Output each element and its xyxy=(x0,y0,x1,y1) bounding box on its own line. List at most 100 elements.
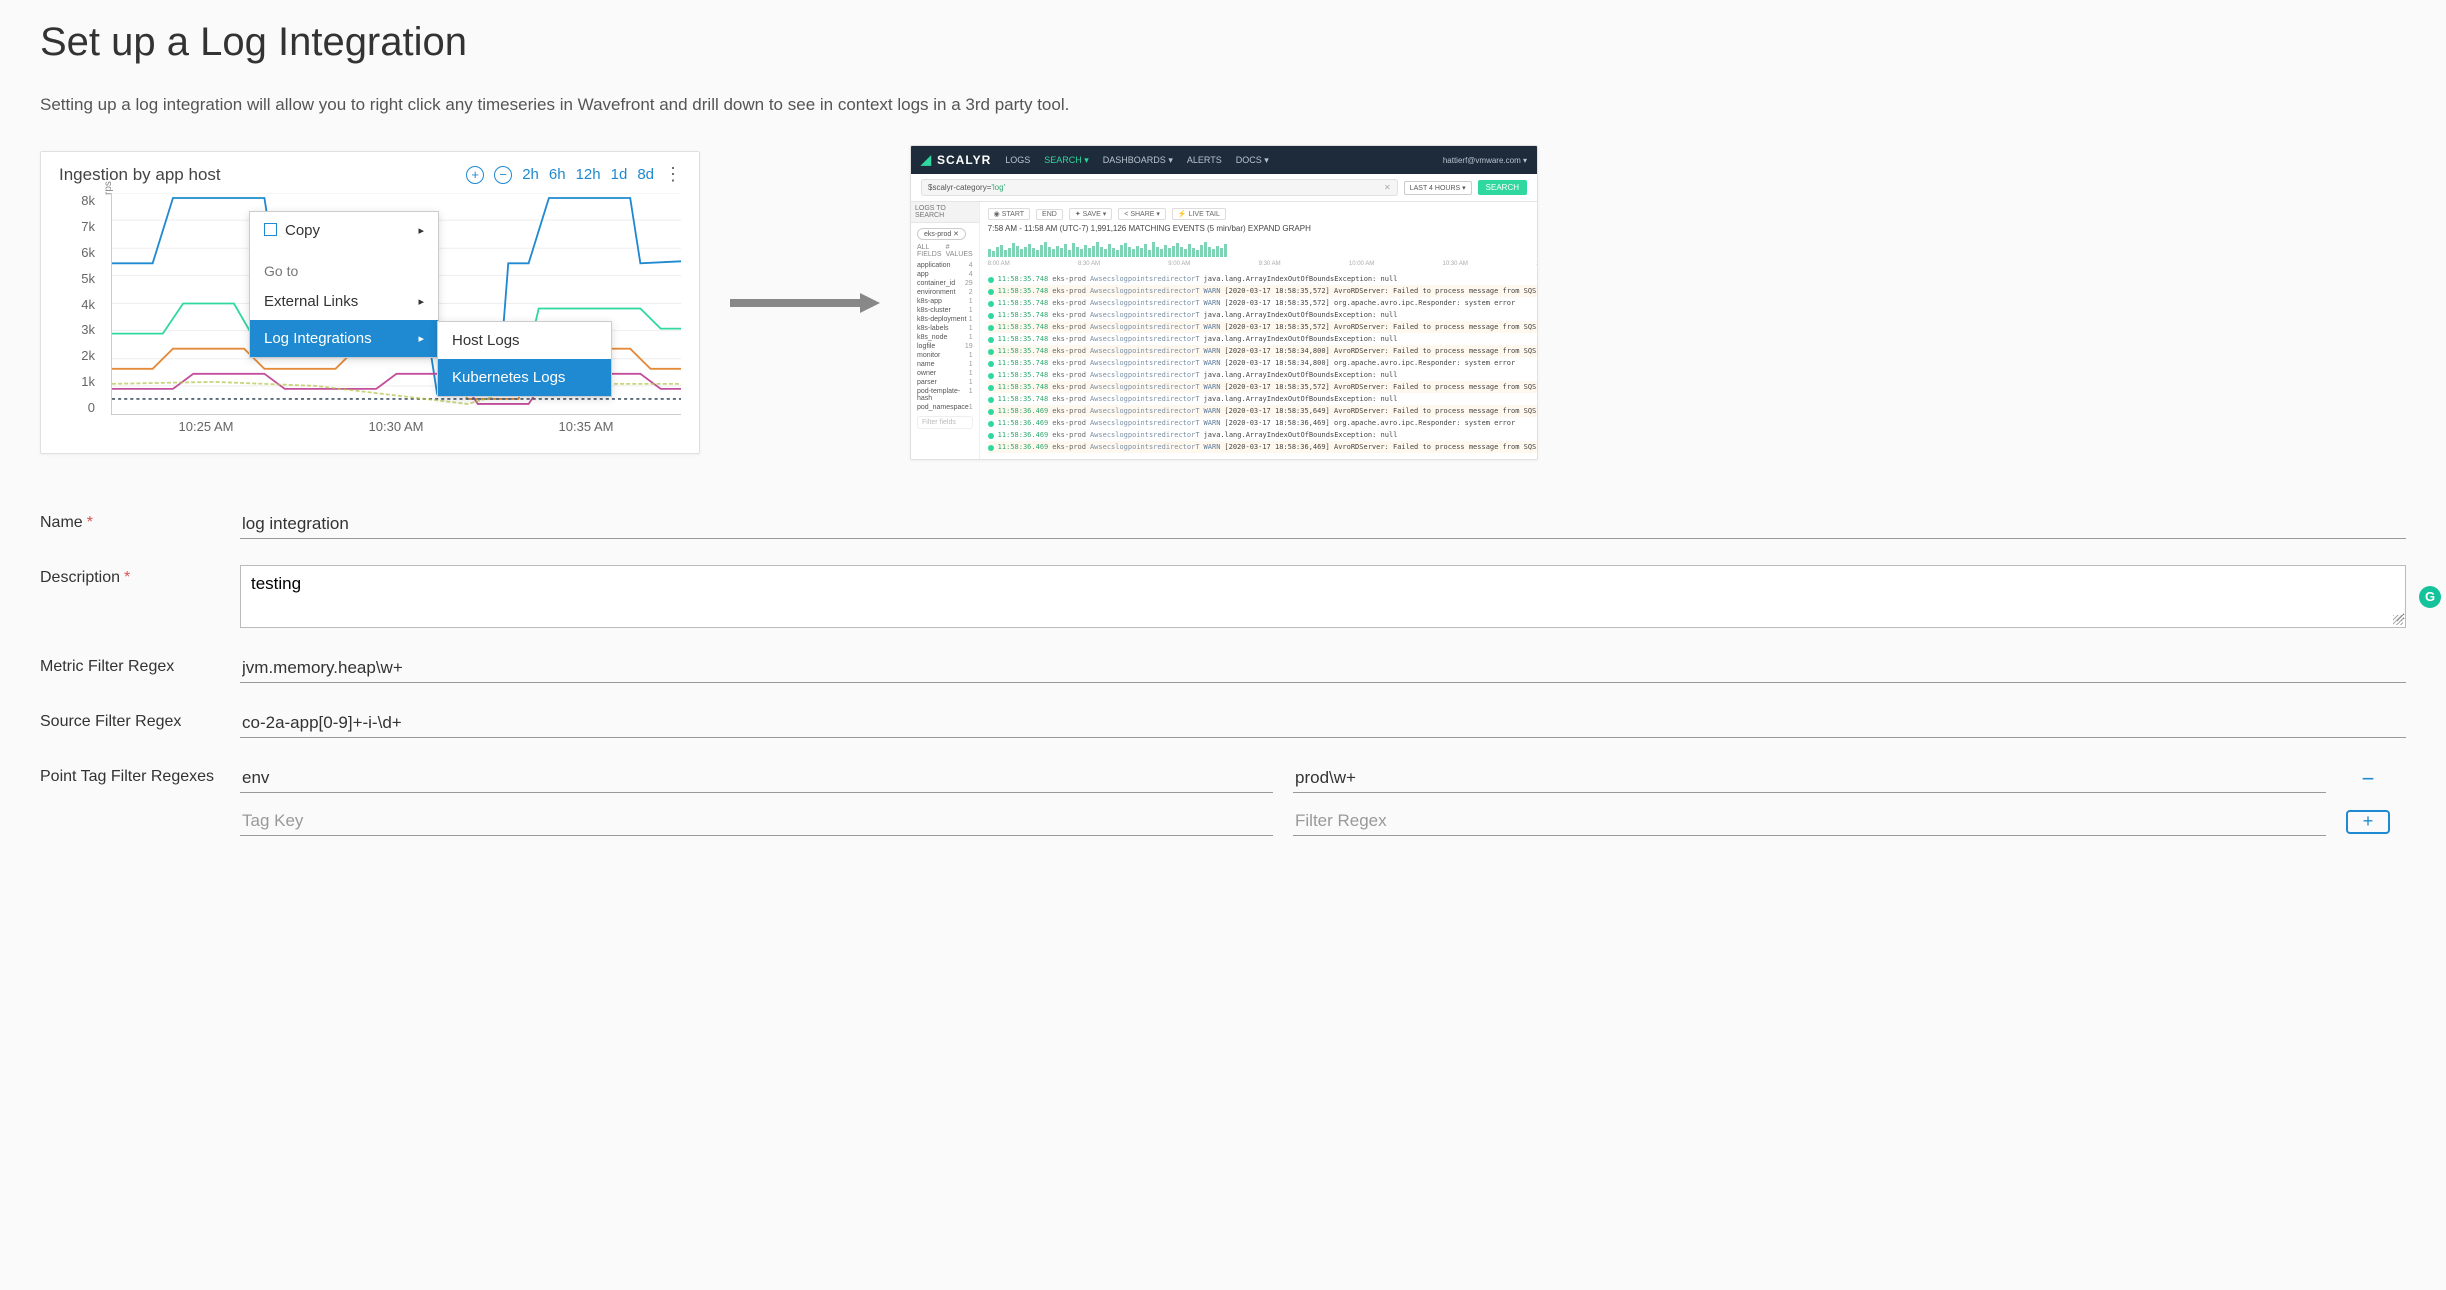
histogram-tick: 9:30 AM xyxy=(1259,261,1281,267)
remove-row-button[interactable]: − xyxy=(2346,767,2390,791)
ctx-host-logs[interactable]: Host Logs xyxy=(438,322,611,359)
scalyr-live-tail[interactable]: ⚡ LIVE TAIL xyxy=(1172,208,1226,220)
scalyr-field-row[interactable]: environment2 xyxy=(917,288,973,297)
tag-key-input-1[interactable] xyxy=(240,807,1273,836)
zoom-in-icon[interactable]: + xyxy=(466,166,484,184)
scalyr-log-row[interactable]: 11:58:36.469eks-prodAwsecslogpointsredir… xyxy=(988,417,1538,429)
scalyr-field-row[interactable]: application4 xyxy=(917,261,973,270)
histogram-bar xyxy=(1000,245,1003,257)
chart-more-icon[interactable]: ⋮ xyxy=(664,164,681,185)
histogram-bar xyxy=(1040,245,1043,257)
scalyr-main: LOGS TO SEARCH eks-prod ✕ ALL FIELDS# VA… xyxy=(911,202,1537,459)
chevron-right-icon: ▸ xyxy=(418,332,424,345)
scalyr-field-row[interactable]: k8s-deployment1 xyxy=(917,315,973,324)
status-dot-icon xyxy=(988,349,994,355)
range-1d[interactable]: 1d xyxy=(611,166,628,183)
metric-filter-input[interactable] xyxy=(240,654,2406,683)
ctx-external-links[interactable]: External Links ▸ xyxy=(250,283,438,320)
scalyr-log-row[interactable]: 11:58:35.748eks-prodAwsecslogpointsredir… xyxy=(988,381,1538,393)
scalyr-nav-dashboards[interactable]: DASHBOARDS ▾ xyxy=(1103,155,1173,166)
name-input[interactable] xyxy=(240,510,2406,539)
scalyr-log-row[interactable]: 11:58:36.469eks-prodAwsecslogpointsredir… xyxy=(988,441,1538,453)
histogram-bar xyxy=(1024,247,1027,257)
histogram-bar xyxy=(1160,249,1163,257)
add-row-button[interactable]: + xyxy=(2346,810,2390,834)
scalyr-log-row[interactable]: 11:58:35.748eks-prodAwsecslogpointsredir… xyxy=(988,393,1538,405)
scalyr-search-input[interactable]: $scalyr-category='log' ✕ xyxy=(921,179,1398,196)
histogram-bar xyxy=(992,251,995,257)
ctx-log-integrations[interactable]: Log Integrations ▸ xyxy=(250,320,438,357)
histogram-bar xyxy=(1172,246,1175,257)
scalyr-user[interactable]: hattierf@vmware.com ▾ xyxy=(1443,156,1527,165)
scalyr-field-row[interactable]: monitor1 xyxy=(917,351,973,360)
scalyr-time-range[interactable]: LAST 4 HOURS ▾ xyxy=(1404,181,1472,195)
ctx-kubernetes-logs[interactable]: Kubernetes Logs xyxy=(438,359,611,396)
range-12h[interactable]: 12h xyxy=(576,166,601,183)
scalyr-end[interactable]: END xyxy=(1036,209,1063,220)
histogram-tick: 8:30 AM xyxy=(1078,261,1100,267)
scalyr-log-row[interactable]: 11:58:35.748eks-prodAwsecslogpointsredir… xyxy=(988,285,1538,297)
scalyr-log-list: 11:58:35.748eks-prodAwsecslogpointsredir… xyxy=(988,273,1538,453)
scalyr-share[interactable]: < SHARE ▾ xyxy=(1118,208,1166,220)
grammarly-icon[interactable]: G xyxy=(2419,586,2441,608)
scalyr-search-row: $scalyr-category='log' ✕ LAST 4 HOURS ▾ … xyxy=(911,174,1537,202)
description-input[interactable]: testing xyxy=(241,566,2405,622)
range-2h[interactable]: 2h xyxy=(522,166,539,183)
ctx-goto-label: Go to xyxy=(250,249,438,283)
scalyr-log-row[interactable]: 11:58:35.748eks-prodAwsecslogpointsredir… xyxy=(988,297,1538,309)
status-dot-icon xyxy=(988,337,994,343)
scalyr-field-row[interactable]: parser1 xyxy=(917,378,973,387)
scalyr-log-row[interactable]: 11:58:36.469eks-prodAwsecslogpointsredir… xyxy=(988,405,1538,417)
scalyr-field-row[interactable]: k8s-labels1 xyxy=(917,324,973,333)
scalyr-scope-chip[interactable]: eks-prod ✕ xyxy=(917,228,966,240)
histogram-bar xyxy=(1068,250,1071,257)
point-tag-grid: − + xyxy=(240,764,2406,836)
status-dot-icon xyxy=(988,445,994,451)
scalyr-filter-fields[interactable]: Filter fields xyxy=(917,416,973,429)
scalyr-histogram[interactable] xyxy=(988,239,1538,257)
scalyr-nav-alerts[interactable]: ALERTS xyxy=(1187,155,1222,166)
scalyr-log-row[interactable]: 11:58:35.748eks-prodAwsecslogpointsredir… xyxy=(988,345,1538,357)
scalyr-nav-logs[interactable]: LOGS xyxy=(1005,155,1030,166)
histogram-bar xyxy=(1224,244,1227,257)
scalyr-field-row[interactable]: logfile19 xyxy=(917,342,973,351)
scalyr-start[interactable]: ◉ START xyxy=(988,208,1030,220)
scalyr-log-row[interactable]: 11:58:36.469eks-prodAwsecslogpointsredir… xyxy=(988,429,1538,441)
scalyr-timestamp-line: 7:58 AM - 11:58 AM (UTC-7) 1,991,126 MAT… xyxy=(988,224,1538,233)
scalyr-nav-docs[interactable]: DOCS ▾ xyxy=(1236,155,1269,166)
scalyr-log-row[interactable]: 11:58:35.748eks-prodAwsecslogpointsredir… xyxy=(988,321,1538,333)
scalyr-field-row[interactable]: app4 xyxy=(917,270,973,279)
scalyr-field-row[interactable]: k8s-cluster1 xyxy=(917,306,973,315)
scalyr-field-row[interactable]: pod-template-hash1 xyxy=(917,387,973,403)
histogram-bar xyxy=(1064,244,1067,257)
scalyr-save[interactable]: ✦ SAVE ▾ xyxy=(1069,208,1112,220)
scalyr-search-button[interactable]: SEARCH xyxy=(1478,180,1527,195)
status-dot-icon xyxy=(988,433,994,439)
resize-handle-icon[interactable] xyxy=(2393,615,2403,625)
scalyr-field-row[interactable]: pod_namespace1 xyxy=(917,403,973,412)
close-icon[interactable]: ✕ xyxy=(1384,183,1391,192)
histogram-bar xyxy=(1136,246,1139,257)
scalyr-field-row[interactable]: k8s_node1 xyxy=(917,333,973,342)
source-filter-input[interactable] xyxy=(240,709,2406,738)
scalyr-field-row[interactable]: k8s-app1 xyxy=(917,297,973,306)
zoom-out-icon[interactable]: − xyxy=(494,166,512,184)
tag-key-input-0[interactable] xyxy=(240,764,1273,793)
scalyr-log-row[interactable]: 11:58:35.748eks-prodAwsecslogpointsredir… xyxy=(988,369,1538,381)
x-axis: 10:25 AM 10:30 AM 10:35 AM xyxy=(111,419,681,443)
range-6h[interactable]: 6h xyxy=(549,166,566,183)
tag-regex-input-0[interactable] xyxy=(1293,764,2326,793)
scalyr-log-row[interactable]: 11:58:35.748eks-prodAwsecslogpointsredir… xyxy=(988,333,1538,345)
scalyr-log-row[interactable]: 11:58:35.748eks-prodAwsecslogpointsredir… xyxy=(988,357,1538,369)
tag-regex-input-1[interactable] xyxy=(1293,807,2326,836)
scalyr-log-row[interactable]: 11:58:35.748eks-prodAwsecslogpointsredir… xyxy=(988,273,1538,285)
range-8d[interactable]: 8d xyxy=(637,166,654,183)
ctx-copy[interactable]: Copy ▸ xyxy=(250,212,438,249)
scalyr-field-row[interactable]: name1 xyxy=(917,360,973,369)
scalyr-log-row[interactable]: 11:58:35.748eks-prodAwsecslogpointsredir… xyxy=(988,309,1538,321)
scalyr-field-row[interactable]: container_id29 xyxy=(917,279,973,288)
scalyr-card: ◢ SCALYR LOGS SEARCH ▾ DASHBOARDS ▾ ALER… xyxy=(910,145,1538,460)
histogram-bar xyxy=(1072,243,1075,257)
scalyr-field-row[interactable]: owner1 xyxy=(917,369,973,378)
scalyr-nav-search[interactable]: SEARCH ▾ xyxy=(1044,155,1089,166)
